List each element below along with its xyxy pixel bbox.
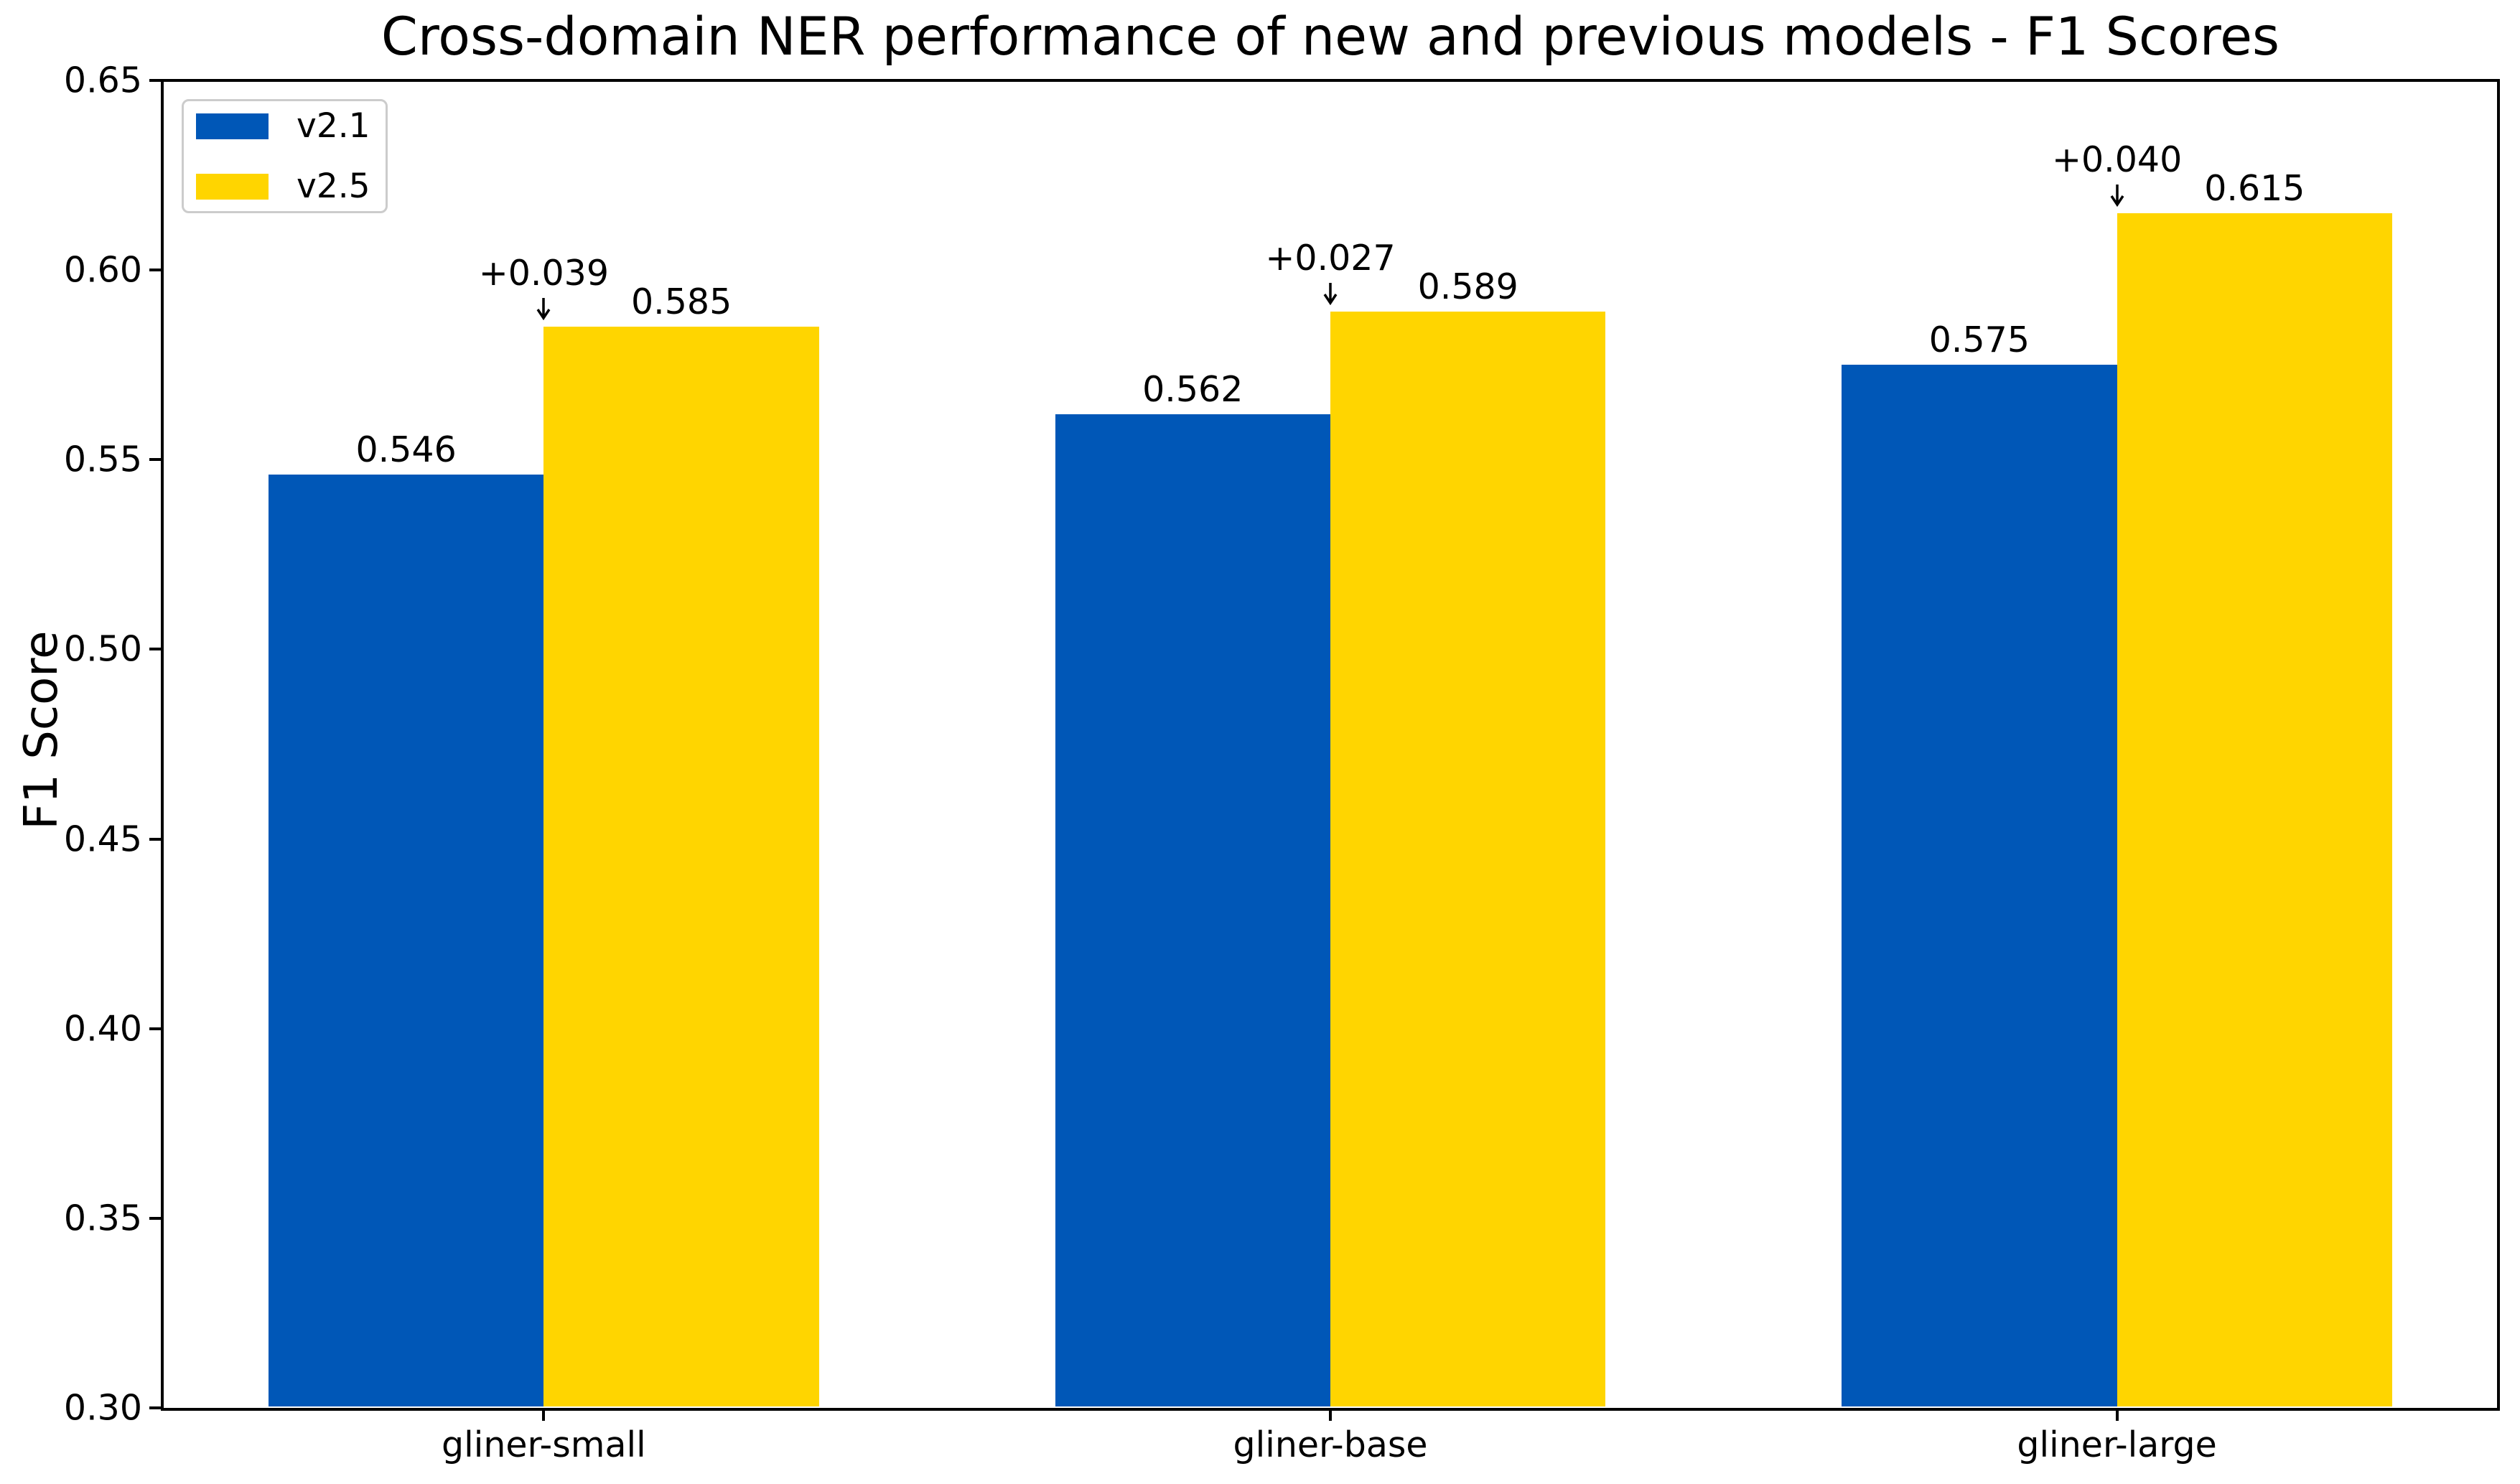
y-tick-label: 0.60 <box>63 249 142 291</box>
bar-v2.5-gliner-base <box>1330 312 1606 1406</box>
legend-swatch-v2.5 <box>196 173 269 200</box>
y-tick <box>149 1216 161 1220</box>
legend-label: v2.1 <box>297 106 370 146</box>
bar-v2.5-gliner-small <box>543 327 819 1406</box>
bar-value-label: 0.585 <box>630 281 732 323</box>
bar-value-label: 0.575 <box>1928 319 2030 361</box>
y-tick <box>149 648 161 651</box>
legend-item-v2.1: v2.1 <box>196 109 386 143</box>
y-tick-label: 0.55 <box>63 439 142 480</box>
bar-value-label: 0.546 <box>355 429 457 471</box>
y-tick <box>149 79 161 82</box>
chart-title: Cross-domain NER performance of new and … <box>381 6 2280 67</box>
x-tick <box>542 1409 546 1421</box>
y-tick <box>149 458 161 462</box>
x-tick-label: gliner-large <box>2017 1424 2217 1465</box>
bar-v2.5-gliner-large <box>2117 213 2393 1406</box>
y-tick <box>149 837 161 841</box>
y-tick <box>149 1406 161 1409</box>
bar-v2.1-gliner-base <box>1055 414 1330 1406</box>
y-tick-label: 0.50 <box>63 628 142 670</box>
y-tick-label: 0.30 <box>63 1387 142 1429</box>
bar-value-label: 0.589 <box>1417 266 1518 308</box>
delta-arrow-icon <box>2106 184 2128 210</box>
x-tick-label: gliner-base <box>1233 1424 1428 1465</box>
legend-item-v2.5: v2.5 <box>196 169 386 203</box>
legend-label: v2.5 <box>297 167 370 206</box>
y-tick <box>149 1027 161 1030</box>
x-tick <box>2115 1409 2119 1421</box>
x-tick <box>1329 1409 1332 1421</box>
delta-arrow-icon <box>1320 282 1341 308</box>
bar-value-label: 0.562 <box>1142 368 1243 410</box>
delta-annotation: +0.039 <box>478 253 610 294</box>
delta-arrow-icon <box>533 297 554 323</box>
y-tick-label: 0.45 <box>63 818 142 860</box>
x-tick-label: gliner-small <box>442 1424 646 1465</box>
legend-swatch-v2.1 <box>196 113 269 139</box>
y-tick-label: 0.65 <box>63 60 142 101</box>
y-tick-label: 0.40 <box>63 1008 142 1050</box>
y-tick-label: 0.35 <box>63 1198 142 1239</box>
bar-v2.1-gliner-small <box>268 475 544 1406</box>
bar-v2.1-gliner-large <box>1842 365 2117 1406</box>
y-tick <box>149 269 161 272</box>
delta-annotation: +0.040 <box>2051 139 2183 180</box>
delta-annotation: +0.027 <box>1265 238 1396 279</box>
bar-value-label: 0.615 <box>2204 167 2305 209</box>
legend: v2.1 v2.5 <box>182 99 388 213</box>
